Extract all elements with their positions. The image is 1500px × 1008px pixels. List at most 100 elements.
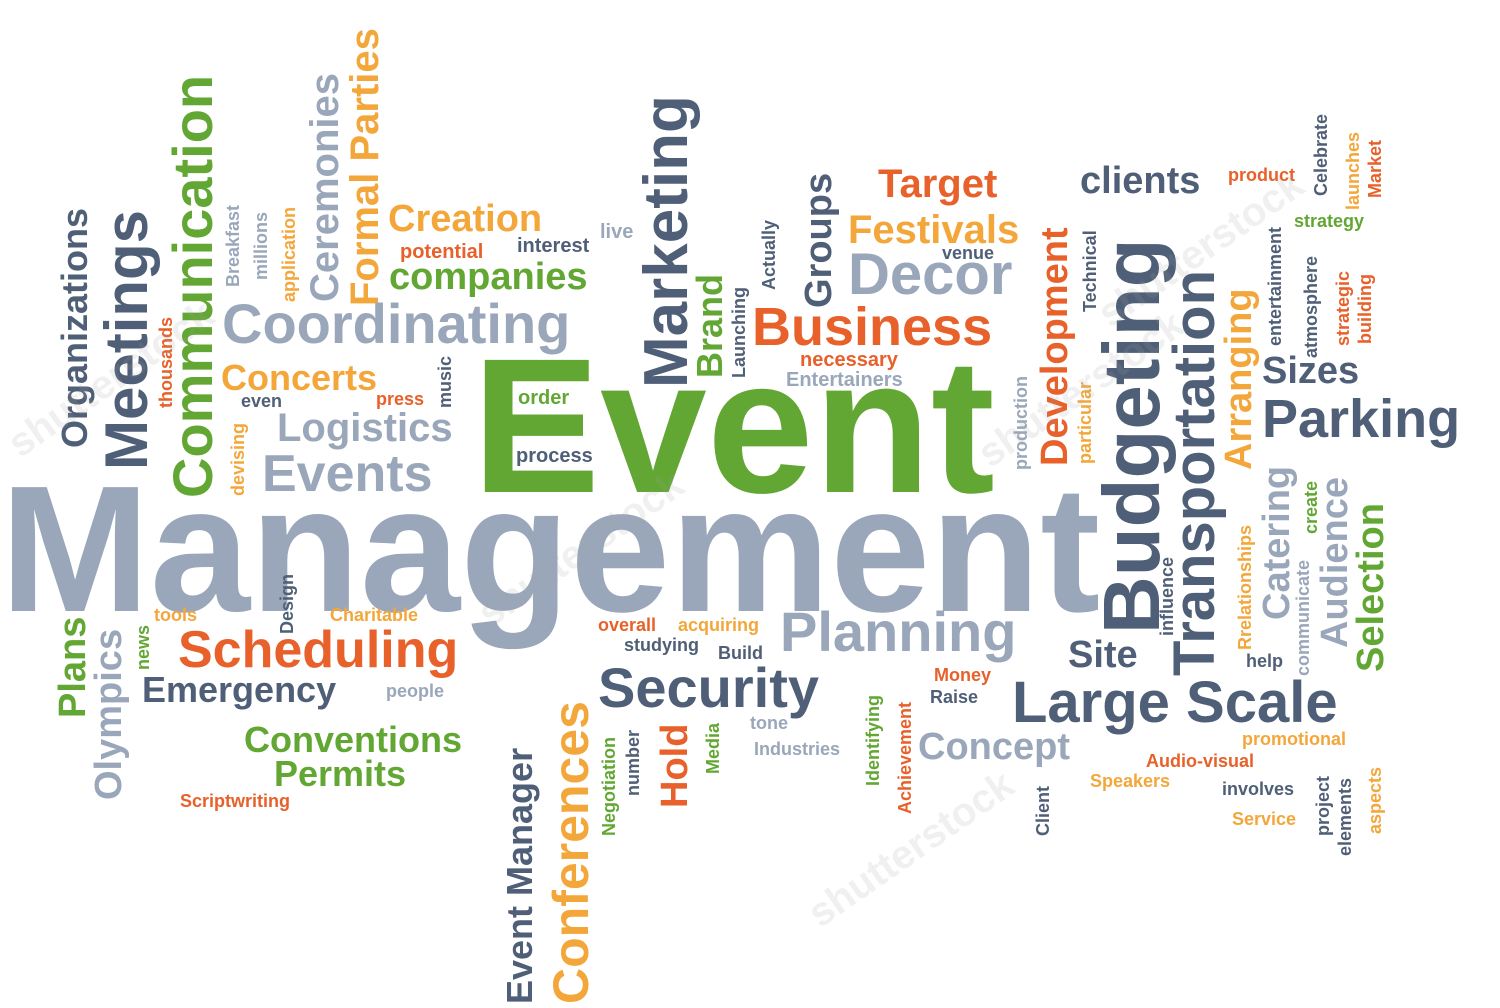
word-production: production [1011,376,1031,470]
word-building: building [1355,274,1375,344]
word-application: application [279,206,299,302]
word-coordinating: Coordinating [222,292,571,355]
word-communicate: communicate [1293,559,1313,676]
word-charitable: Charitable [330,605,419,625]
word-influence: influence [1157,556,1177,636]
word-identifying: Identifying [863,695,883,786]
word-acquiring: acquiring [678,615,760,635]
word-order: order [518,387,570,409]
word-studying: studying [624,635,699,655]
word-entertainment: entertainment [1265,226,1285,346]
word-business: Business [752,297,993,357]
word-number: number [623,729,643,796]
word-client: Client [1033,785,1053,836]
word-selection: Selection [1350,503,1392,672]
word-news: news [133,624,153,670]
word-tools: tools [154,605,197,625]
word-permits: Permits [274,753,407,794]
word-management: Management [0,449,1101,650]
word-large-scale: Large Scale [1012,670,1338,735]
word-media: Media [703,722,723,774]
word-formal-parties: Formal Parties [343,28,387,306]
word-thousands: thousands [156,316,176,408]
word-target: Target [878,162,998,206]
word-companies: companies [389,256,588,298]
word-live: live [600,221,634,243]
word-festivals: Festivals [848,208,1020,252]
word-involves: involves [1222,779,1295,799]
word-event-manager: Event Manager [499,747,540,1004]
word-catering: Catering [1256,465,1298,620]
word-interest: interest [517,235,590,257]
word-clients: clients [1080,160,1201,202]
word-devising: devising [228,422,248,496]
word-actually: Actually [759,219,779,290]
word-strategic: strategic [1333,270,1353,346]
word-conferences: Conferences [543,701,599,1004]
word-breakfast: Breakfast [223,204,243,287]
word-industries: Industries [754,739,841,759]
word-brand: Brand [689,273,730,378]
word-site: Site [1068,634,1138,676]
word-help: help [1246,651,1284,671]
word-project: project [1313,775,1333,836]
word-communication: Communication [161,74,224,498]
word-people: people [386,681,445,701]
word-audio-visual: Audio-visual [1146,751,1255,771]
word-atmosphere: atmosphere [1301,255,1321,358]
word-conventions: Conventions [244,719,463,760]
word-planning: Planning [780,600,1017,663]
word-money: Money [934,665,992,685]
word-launches: launches [1343,131,1363,210]
word-groups: Groups [798,172,840,308]
word-organizations: Organizations [54,207,95,448]
word-sizes: Sizes [1262,350,1360,392]
word-venue: venue [942,243,995,263]
word-scriptwriting: Scriptwriting [180,791,291,811]
word-potential: potential [400,241,484,263]
word-development: Development [1034,227,1076,466]
word-creation: Creation [388,198,543,240]
word-launching: Launching [729,287,749,378]
word-millions: millions [251,211,271,280]
word-promotional: promotional [1242,729,1346,749]
word-scheduling: Scheduling [178,621,459,679]
word-celebrate: Celebrate [1311,113,1331,196]
word-raise: Raise [930,687,979,707]
word-logistics: Logistics [277,406,453,450]
word-concerts: Concerts [221,357,378,398]
word-hold: Hold [654,723,696,808]
word-security: Security [598,656,819,719]
word-ceremonies: Ceremonies [303,73,347,302]
word-event: Event [472,318,995,533]
word-tone: tone [750,713,788,733]
word-music: music [435,355,455,408]
word-audience: Audience [1314,476,1356,648]
word-negotiation: Negotiation [599,737,619,836]
word-overall: overall [598,615,657,635]
word-press: press [376,389,425,409]
word-arranging: Arranging [1218,288,1260,470]
word-parking: Parking [1262,389,1461,449]
word-entertainers: Entertainers [786,369,903,391]
word-concept: Concept [918,726,1070,768]
word-plans: Plans [52,616,94,718]
word-rrelationships: Rrelationships [1235,524,1255,650]
word-emergency: Emergency [142,669,337,710]
word-elements: elements [1335,777,1355,856]
word-events: Events [262,445,433,503]
word-service: Service [1232,809,1297,829]
word-olympics: Olympics [88,628,130,800]
word-aspects: aspects [1365,766,1385,834]
word-necessary: necessary [800,349,898,371]
word-strategy: strategy [1294,211,1365,231]
word-decor: Decor [848,242,1013,307]
word-meetings: Meetings [93,209,160,470]
word-even: even [241,391,283,411]
word-market: Market [1365,139,1385,198]
word-build: Build [718,643,763,663]
word-achievement: Achievement [895,701,915,814]
word-product: product [1228,165,1295,185]
word-process: process [516,445,593,467]
